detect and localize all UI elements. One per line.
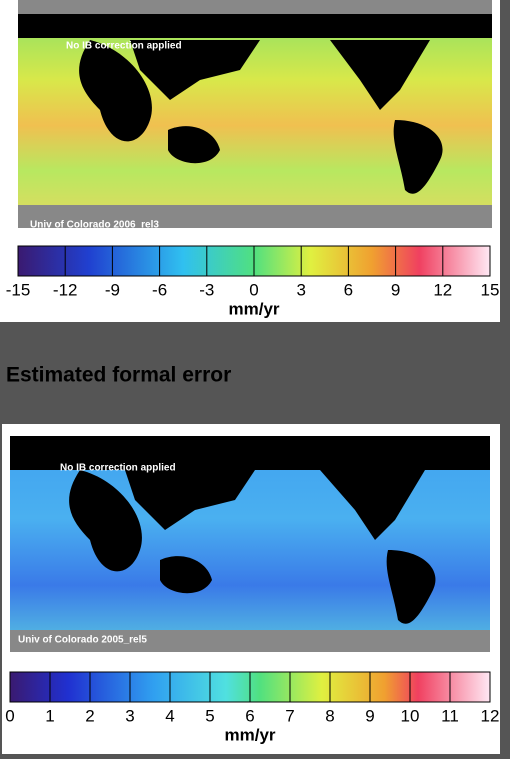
- colorbar-tick-label: 12: [433, 280, 452, 299]
- map-source: Univ of Colorado 2006_rel3: [30, 220, 159, 231]
- colorbar-tick-label: 4: [165, 706, 174, 725]
- colorbar-tick-label: 9: [365, 706, 374, 725]
- colorbar-tick-label: 10: [401, 706, 420, 725]
- colorbar-tick-label: 0: [5, 706, 14, 725]
- colorbar-unit: mm/yr: [228, 299, 279, 318]
- colorbar-tick-label: 15: [481, 280, 500, 299]
- colorbar-tick-label: 11: [441, 706, 459, 725]
- colorbar-tick-label: 8: [325, 706, 334, 725]
- colorbar-tick-label: 7: [285, 706, 294, 725]
- map-source: Univ of Colorado 2005_rel5: [18, 635, 147, 646]
- colorbar-tick-label: -12: [53, 280, 78, 299]
- colorbar-tick-label: 3: [125, 706, 134, 725]
- colorbar-tick-label: 12: [481, 706, 500, 725]
- map: [10, 430, 490, 652]
- map-annotation: No IB correction applied: [66, 41, 182, 52]
- colorbar-tick-label: -15: [6, 280, 31, 299]
- map: [18, 0, 492, 228]
- colorbar-tick-label: 9: [391, 280, 400, 299]
- colorbar-tick-label: 0: [249, 280, 258, 299]
- colorbar-tick-label: 1: [45, 706, 54, 725]
- colorbar-unit: mm/yr: [224, 725, 275, 744]
- colorbar-tick-label: -3: [199, 280, 214, 299]
- colorbar-tick-label: -9: [105, 280, 120, 299]
- colorbar-tick-label: 3: [296, 280, 305, 299]
- colorbar-tick-label: -6: [152, 280, 167, 299]
- section-heading: Estimated formal error: [6, 364, 231, 387]
- map-annotation: No IB correction applied: [60, 463, 176, 474]
- colorbar-tick-label: 6: [245, 706, 254, 725]
- colorbar-tick-label: 2: [85, 706, 94, 725]
- colorbar-tick-label: 6: [344, 280, 353, 299]
- colorbar-tick-label: 5: [205, 706, 214, 725]
